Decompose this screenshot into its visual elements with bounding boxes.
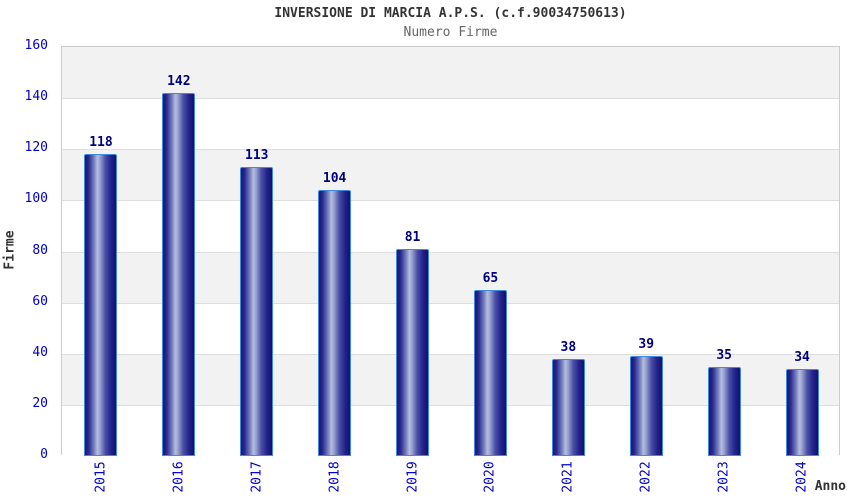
- chart-subtitle: Numero Firme: [403, 25, 498, 40]
- y-tick-label: 40: [32, 344, 48, 360]
- gridline: [62, 200, 839, 202]
- gridline: [62, 404, 839, 406]
- chart-title: INVERSIONE DI MARCIA A.P.S. (c.f.9003475…: [274, 6, 627, 21]
- bar-value-label: 118: [89, 135, 113, 151]
- y-tick-label: 120: [24, 140, 48, 156]
- bar: [318, 190, 352, 456]
- y-tick-label: 80: [32, 242, 48, 258]
- bar: [785, 369, 819, 456]
- x-tick-label: 2018: [327, 461, 343, 493]
- gridline: [62, 149, 839, 151]
- bar: [707, 366, 741, 456]
- bar-value-label: 142: [167, 74, 191, 89]
- plot-area: 118 142 113 104 81 65 38 39 35 34: [61, 46, 840, 456]
- bar-value-label: 104: [322, 171, 347, 187]
- y-tick-label: 0: [40, 447, 48, 462]
- gridline: [62, 302, 839, 304]
- bar-value-label: 39: [638, 337, 655, 353]
- x-tick-label: 2024: [794, 461, 810, 493]
- y-tick-label: 20: [32, 395, 48, 411]
- x-tick-label: 2016: [171, 461, 187, 493]
- bar: [551, 358, 585, 456]
- gridline: [62, 98, 839, 100]
- x-tick-label: 2015: [93, 461, 109, 493]
- gridline: [62, 353, 839, 355]
- x-tick-label: 2021: [560, 461, 576, 493]
- bar: [396, 248, 430, 456]
- gridline: [62, 251, 839, 253]
- x-tick-label: 2023: [716, 461, 732, 493]
- bar: [240, 167, 274, 456]
- y-tick-label: 140: [24, 89, 48, 105]
- x-tick-label: 2019: [405, 461, 421, 493]
- bar-value-label: 34: [794, 350, 810, 366]
- x-tick-label: 2022: [638, 461, 654, 493]
- x-tick-label: 2020: [482, 461, 498, 493]
- bar-value-label: 35: [716, 347, 732, 363]
- bar: [473, 289, 507, 456]
- y-tick-label: 160: [24, 38, 48, 53]
- bar-value-label: 113: [245, 148, 269, 164]
- bar: [629, 356, 663, 456]
- bar-value-label: 81: [404, 229, 421, 245]
- bar: [162, 93, 196, 456]
- y-tick-label: 100: [24, 191, 48, 207]
- bar: [84, 154, 118, 456]
- bar-value-label: 65: [482, 270, 499, 286]
- x-axis-title: Anno: [814, 479, 846, 494]
- bar-value-label: 38: [560, 339, 577, 355]
- plot-band: [62, 47, 839, 99]
- y-tick-label: 60: [32, 293, 48, 309]
- x-tick-label: 2017: [249, 461, 265, 493]
